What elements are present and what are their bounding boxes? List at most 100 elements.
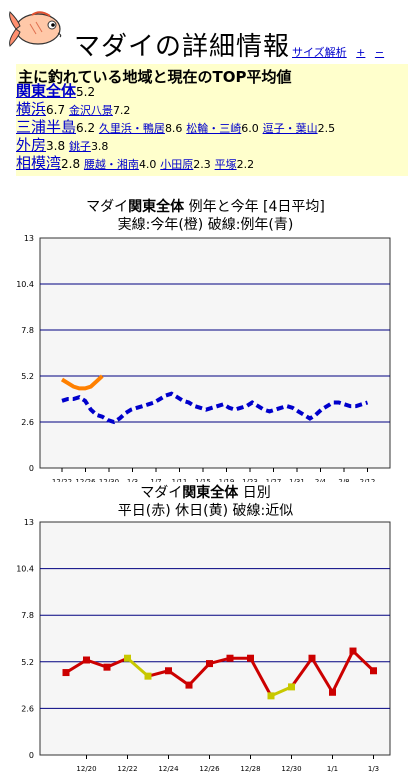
x-tick-label: 1/23: [242, 478, 258, 482]
series-segment: [249, 657, 273, 697]
chart2-daily-chart: 0 2.6 5.2 7.8 10.4 13 12/20 12/22 12/24 12/26 12/2…: [16, 518, 391, 773]
zoom-in-link[interactable]: +: [356, 46, 366, 59]
y-tick-label: 13: [24, 234, 34, 243]
x-tick-label: 1/11: [172, 478, 188, 482]
region-link[interactable]: 外房: [16, 136, 47, 154]
region-value: 6.0: [241, 122, 259, 135]
data-point: [83, 656, 90, 664]
chart1-title: マダイ関東全体 例年と今年 [4日平均]: [0, 196, 411, 216]
x-tick-label: 12/26: [199, 765, 220, 773]
data-point: [288, 683, 295, 691]
region-link[interactable]: 逗子・葉山: [262, 122, 318, 135]
series-segment: [187, 662, 211, 687]
data-point: [226, 654, 234, 662]
page-header: マダイの詳細情報 サイズ解析 + −: [0, 0, 411, 62]
panel-heading: 主に釣れている地域と現在のTOP平均値: [18, 68, 292, 86]
region-row: 横浜6.7 金沢八景7.2: [16, 100, 130, 120]
region-value: 6.7: [46, 103, 66, 117]
region-value: 2.3: [193, 158, 211, 171]
region-link[interactable]: 腰越・湘南: [83, 158, 139, 171]
region-value: 2.5: [317, 122, 336, 135]
region-row: 関東全体5.2: [16, 82, 95, 101]
data-point: [329, 688, 336, 696]
region-value: 2.8: [61, 157, 81, 171]
region-link[interactable]: 銚子: [68, 140, 91, 153]
chart2-title-suffix: 日別: [238, 485, 271, 501]
x-tick-label: 1/27: [266, 478, 282, 482]
region-value: 4.0: [138, 158, 157, 171]
page-title: マダイの詳細情報: [74, 32, 291, 62]
x-tick-label: 1/3: [127, 478, 138, 482]
region-link[interactable]: 関東全体: [16, 82, 77, 100]
y-tick-label: 2.6: [21, 418, 34, 427]
x-tick-label: 12/30: [99, 478, 119, 482]
series-segment: [331, 650, 355, 693]
region-value: 8.6: [164, 122, 183, 135]
x-tick-label: 12/28: [240, 765, 260, 773]
x-tick-label: 12/30: [281, 765, 301, 773]
y-tick-label: 5.2: [21, 658, 34, 667]
data-point: [165, 667, 172, 675]
x-tick-label: 12/24: [158, 765, 179, 773]
data-point: [206, 660, 213, 668]
x-tick-label: 1/7: [150, 478, 161, 482]
region-value: 5.2: [76, 85, 96, 99]
x-tick-label: 12/22: [52, 478, 72, 482]
y-tick-label: 13: [24, 518, 34, 527]
zoom-out-link[interactable]: −: [374, 46, 385, 59]
x-tick-label: 12/20: [76, 765, 96, 773]
x-tick-label: 1/1: [327, 765, 338, 773]
data-point: [144, 672, 152, 680]
series-normal-year-line: [61, 391, 369, 425]
region-row: 外房3.8 銚子3.8: [16, 136, 108, 156]
region-link[interactable]: 相模湾: [16, 154, 62, 172]
y-tick-label: 7.8: [21, 326, 34, 335]
data-point: [308, 654, 316, 662]
x-tick-label: 1/15: [195, 478, 211, 482]
region-link[interactable]: 横浜: [16, 100, 47, 118]
region-value: 3.8: [90, 140, 109, 153]
size-analysis-link[interactable]: サイズ解析: [292, 46, 347, 59]
region-link[interactable]: 平塚: [214, 158, 237, 171]
y-tick-label: 10.4: [16, 280, 34, 289]
chart2-subtitle: 平日(赤) 休日(黄) 破線:近似: [117, 503, 294, 519]
x-tick-label: 1/31: [289, 478, 305, 482]
header-links: サイズ解析 + −: [292, 44, 390, 60]
data-point: [370, 667, 377, 675]
chart2-title-fish: マダイ: [140, 485, 183, 501]
x-tick-label: 12/26: [75, 478, 96, 482]
chart2-title: マダイ関東全体 日別: [0, 482, 411, 502]
y-tick-label: 0: [29, 464, 34, 473]
y-tick-label: 2.6: [21, 704, 34, 713]
y-tick-label: 5.2: [21, 372, 34, 381]
data-point: [267, 692, 275, 700]
y-tick-label: 7.8: [21, 611, 34, 620]
chart1-title-fish: マダイ: [86, 199, 129, 215]
region-value: 2.2: [236, 158, 255, 171]
x-tick-label: 2/12: [360, 478, 376, 482]
region-link[interactable]: 松輪・三崎: [186, 122, 242, 135]
x-tick-label: 2/8: [338, 478, 349, 482]
data-point: [185, 681, 193, 689]
data-point: [124, 654, 131, 662]
region-row: 相模湾2.8 腰越・湘南4.0 小田原2.3 平塚2.2: [16, 154, 254, 174]
region-link[interactable]: 金沢八景: [68, 104, 113, 117]
chart2-title-region: 関東全体: [182, 485, 239, 501]
region-link[interactable]: 三浦半島: [16, 118, 77, 136]
region-link[interactable]: 小田原: [160, 158, 194, 171]
top-average-panel: 主に釣れている地域と現在のTOP平均値 関東全体5.2 横浜6.7 金沢八景7.2…: [16, 64, 408, 176]
data-point: [247, 654, 254, 662]
plot-area: [39, 237, 391, 469]
chart1-title-suffix: 例年と今年 [4日平均]: [184, 199, 325, 215]
region-value: 7.2: [112, 104, 131, 117]
chart1-subtitle: 実線:今年(橙) 破線:例年(青): [117, 217, 294, 233]
region-value: 6.2: [76, 121, 96, 135]
data-point: [62, 669, 70, 677]
region-value: 3.8: [46, 139, 66, 153]
region-row: 三浦半島6.2 久里浜・鴨居8.6 松輪・三崎6.0 逗子・葉山2.5: [16, 118, 335, 138]
data-point: [349, 647, 357, 655]
fish-icon: [9, 11, 62, 47]
chart1-title-region: 関東全体: [128, 199, 185, 215]
series-this-year-line: [60, 374, 104, 391]
region-link[interactable]: 久里浜・鴨居: [98, 122, 165, 135]
